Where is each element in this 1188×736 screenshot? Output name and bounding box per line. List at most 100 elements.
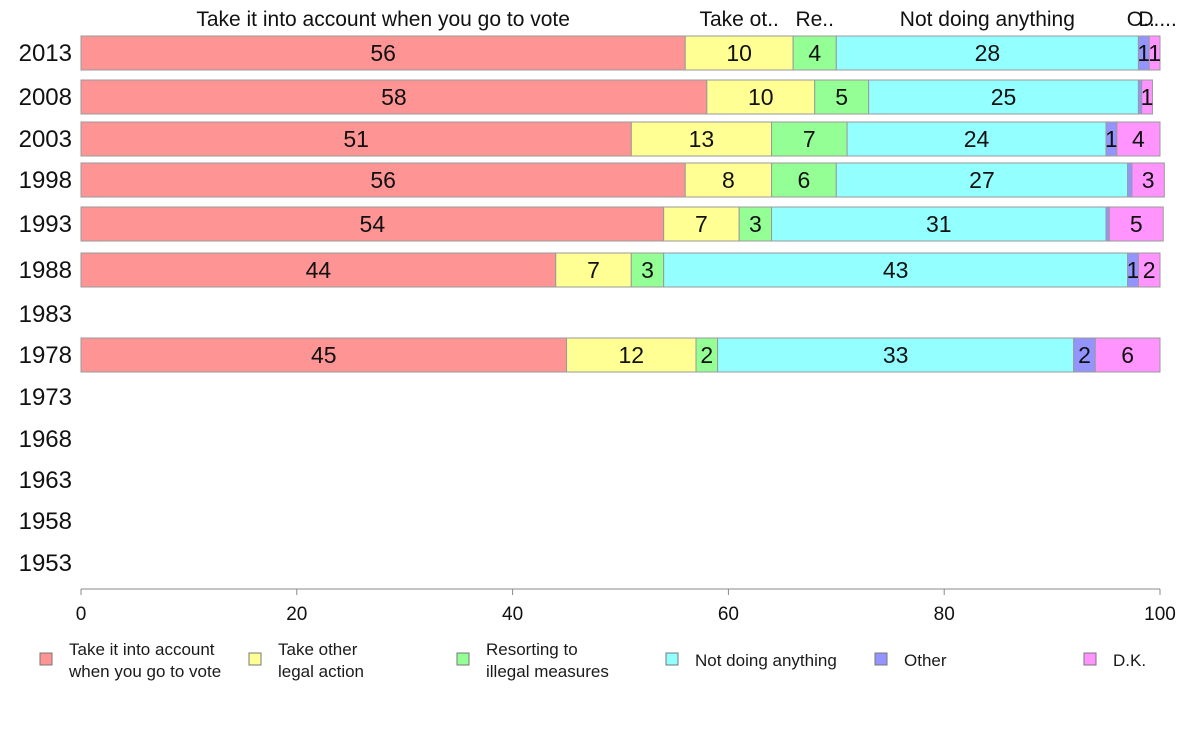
y-tick-label: 1958 — [19, 508, 72, 535]
data-label: 24 — [964, 126, 990, 152]
bar-segment — [630, 121, 773, 157]
data-label: 43 — [883, 257, 909, 283]
data-label: 44 — [306, 257, 332, 283]
y-tick-label: 1978 — [19, 342, 72, 369]
y-tick-label: 1998 — [19, 167, 72, 194]
bar-segment — [814, 79, 870, 115]
data-label: 3 — [1142, 167, 1155, 193]
data-label: 7 — [803, 126, 816, 152]
y-tick-label: 1988 — [19, 257, 72, 284]
top-series-label: Take ot.. — [699, 8, 778, 31]
bar-segment — [1141, 79, 1153, 115]
legend-label: D.K. — [1113, 651, 1146, 670]
data-label: 28 — [975, 40, 1001, 66]
data-label: 3 — [749, 211, 762, 237]
bar-segment — [1108, 206, 1164, 242]
bar-segment — [835, 162, 1129, 198]
x-tick-label: 20 — [286, 604, 307, 625]
data-label: 56 — [370, 40, 396, 66]
data-label: 12 — [618, 342, 644, 368]
top-series-label: O.. — [1127, 8, 1155, 31]
legend-swatch — [665, 652, 679, 666]
bar-segment — [1127, 162, 1133, 198]
legend-label: Not doing anything — [695, 651, 837, 670]
data-label: 1 — [1148, 40, 1161, 66]
data-label: 56 — [370, 167, 396, 193]
x-tick-label: 80 — [934, 604, 955, 625]
x-tick-label: 60 — [718, 604, 739, 625]
bar-segment — [80, 206, 665, 242]
data-label: 1 — [1137, 40, 1150, 66]
bar-segment — [1094, 337, 1161, 373]
data-label: 3 — [641, 257, 654, 283]
data-label: 33 — [883, 342, 909, 368]
data-label: 27 — [969, 167, 995, 193]
y-tick-label: 1963 — [19, 467, 72, 494]
data-label: 54 — [360, 211, 386, 237]
y-tick-label: 2008 — [19, 84, 72, 111]
y-tick-label: 1983 — [19, 301, 72, 328]
bar-segment — [846, 121, 1107, 157]
data-label: 1 — [1127, 257, 1140, 283]
data-label: 1 — [1105, 126, 1118, 152]
bar-segment — [684, 35, 794, 71]
bar-segment — [1116, 121, 1161, 157]
x-axis: 0 20 40 60 80 100 — [76, 588, 1176, 625]
bar-segment — [771, 121, 848, 157]
y-tick-label: 1968 — [19, 426, 72, 453]
y-tick-label: 1993 — [19, 211, 72, 238]
data-label: 4 — [808, 40, 821, 66]
data-label: 7 — [695, 211, 708, 237]
top-series-label: D.... — [1138, 8, 1177, 31]
data-label: 5 — [835, 84, 848, 110]
data-label: 2 — [700, 342, 713, 368]
bar-segment — [80, 162, 686, 198]
bar-segment — [566, 337, 697, 373]
data-label: 31 — [926, 211, 952, 237]
bar-segment — [555, 252, 632, 288]
data-label: 25 — [991, 84, 1017, 110]
bar-segment — [868, 79, 1139, 115]
bar-segment — [771, 206, 1107, 242]
x-tick-label: 40 — [502, 604, 523, 625]
data-label: 5 — [1130, 211, 1143, 237]
top-series-label: Not doing anything — [900, 8, 1075, 31]
y-tick-label: 2013 — [19, 40, 72, 67]
top-series-labels: Take it into account when you go to vote… — [196, 8, 1177, 31]
bar-segment — [706, 79, 816, 115]
data-label: 58 — [381, 84, 407, 110]
legend-label: Take it into account when you go to vote — [68, 640, 221, 681]
y-tick-label: 1953 — [19, 550, 72, 577]
legend-swatch — [874, 652, 888, 666]
data-label: 1 — [1141, 84, 1154, 110]
data-label: 10 — [748, 84, 774, 110]
data-label: 10 — [726, 40, 752, 66]
bar-segment — [80, 252, 557, 288]
bar-segment — [663, 206, 740, 242]
legend-label: Take other legal action — [278, 640, 364, 681]
data-label: 7 — [587, 257, 600, 283]
legend-swatch — [248, 652, 262, 666]
data-label: 4 — [1132, 126, 1145, 152]
data-label: 8 — [722, 167, 735, 193]
data-label: 2 — [1078, 342, 1091, 368]
bar-segment — [717, 337, 1075, 373]
bar-segment — [630, 252, 665, 288]
bar-segment — [80, 79, 708, 115]
legend-label: Other — [904, 651, 947, 670]
top-series-label: Take it into account when you go to vote — [196, 8, 570, 31]
data-label: 2 — [1143, 257, 1156, 283]
legend: Take it into account when you go to vote T… — [39, 640, 1146, 681]
y-axis: 2013 2008 2003 1998 1993 1988 1983 1978 1973 1968… — [19, 40, 72, 577]
bar-segment — [663, 252, 1129, 288]
legend-label: Resorting to illegal measures — [486, 640, 609, 681]
bar-segment — [684, 162, 773, 198]
y-tick-label: 1973 — [19, 384, 72, 411]
bar-segment — [1131, 162, 1165, 198]
legend-swatch — [39, 652, 53, 666]
data-label: 6 — [1121, 342, 1134, 368]
bar-segment — [1148, 35, 1161, 71]
legend-swatch — [1083, 652, 1097, 666]
